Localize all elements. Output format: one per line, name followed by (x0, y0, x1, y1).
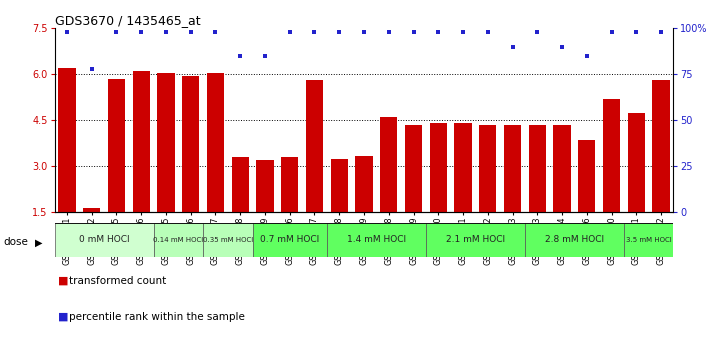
Bar (331, 159, 348, 212)
Bar (58, 68, 76, 212)
Point (432, 29, 444, 35)
Text: 2.8 mM HOCl: 2.8 mM HOCl (545, 235, 604, 244)
Point (309, 29, 320, 35)
Point (358, 29, 370, 35)
Point (556, 44, 568, 50)
Bar (405, 125, 422, 212)
Bar (525, 223, 624, 257)
Text: 0.14 mM HOCl: 0.14 mM HOCl (153, 237, 204, 243)
Bar (603, 99, 620, 212)
Bar (652, 80, 670, 212)
Point (581, 53, 593, 59)
Point (185, 29, 197, 35)
Text: 3.5 mM HOCl: 3.5 mM HOCl (626, 237, 671, 243)
Bar (203, 223, 253, 257)
Point (630, 29, 642, 35)
Text: 0 mM HOCl: 0 mM HOCl (79, 235, 130, 244)
Point (408, 29, 419, 35)
Bar (232, 157, 249, 212)
Point (259, 53, 271, 59)
Bar (55, 223, 154, 257)
Bar (454, 124, 472, 212)
Point (482, 29, 494, 35)
Point (383, 29, 395, 35)
Bar (578, 140, 596, 212)
Bar (479, 125, 496, 212)
Text: dose: dose (4, 238, 28, 247)
Text: 1.4 mM HOCl: 1.4 mM HOCl (347, 235, 406, 244)
Bar (132, 71, 150, 212)
Point (606, 29, 617, 35)
Bar (504, 125, 521, 212)
Bar (529, 125, 546, 212)
Bar (430, 124, 447, 212)
Point (655, 29, 667, 35)
Point (507, 44, 518, 50)
Point (457, 29, 469, 35)
Bar (306, 80, 323, 212)
Point (531, 29, 543, 35)
Point (111, 29, 122, 35)
Text: ■: ■ (58, 312, 68, 321)
Bar (207, 73, 224, 212)
Text: transformed count: transformed count (69, 276, 167, 286)
Text: ▶: ▶ (35, 238, 42, 247)
Bar (624, 223, 673, 257)
Point (86, 66, 98, 72)
Bar (256, 160, 274, 212)
Bar (83, 208, 100, 212)
Bar (553, 125, 571, 212)
Bar (281, 157, 298, 212)
Text: GDS3670 / 1435465_at: GDS3670 / 1435465_at (55, 14, 200, 27)
Text: 0.35 mM HOCl: 0.35 mM HOCl (202, 237, 253, 243)
Bar (426, 223, 525, 257)
Bar (355, 156, 373, 212)
Bar (108, 79, 125, 212)
Bar (327, 223, 426, 257)
Bar (157, 73, 175, 212)
Point (210, 29, 221, 35)
Text: ■: ■ (58, 276, 68, 286)
Text: 2.1 mM HOCl: 2.1 mM HOCl (446, 235, 505, 244)
Bar (253, 223, 327, 257)
Point (61, 29, 73, 35)
Point (333, 29, 345, 35)
Text: 0.7 mM HOCl: 0.7 mM HOCl (260, 235, 320, 244)
Point (135, 29, 147, 35)
Text: percentile rank within the sample: percentile rank within the sample (69, 312, 245, 321)
Bar (182, 76, 199, 212)
Point (160, 29, 172, 35)
Bar (154, 223, 203, 257)
Point (284, 29, 296, 35)
Point (234, 53, 246, 59)
Bar (380, 117, 397, 212)
Bar (628, 113, 645, 212)
